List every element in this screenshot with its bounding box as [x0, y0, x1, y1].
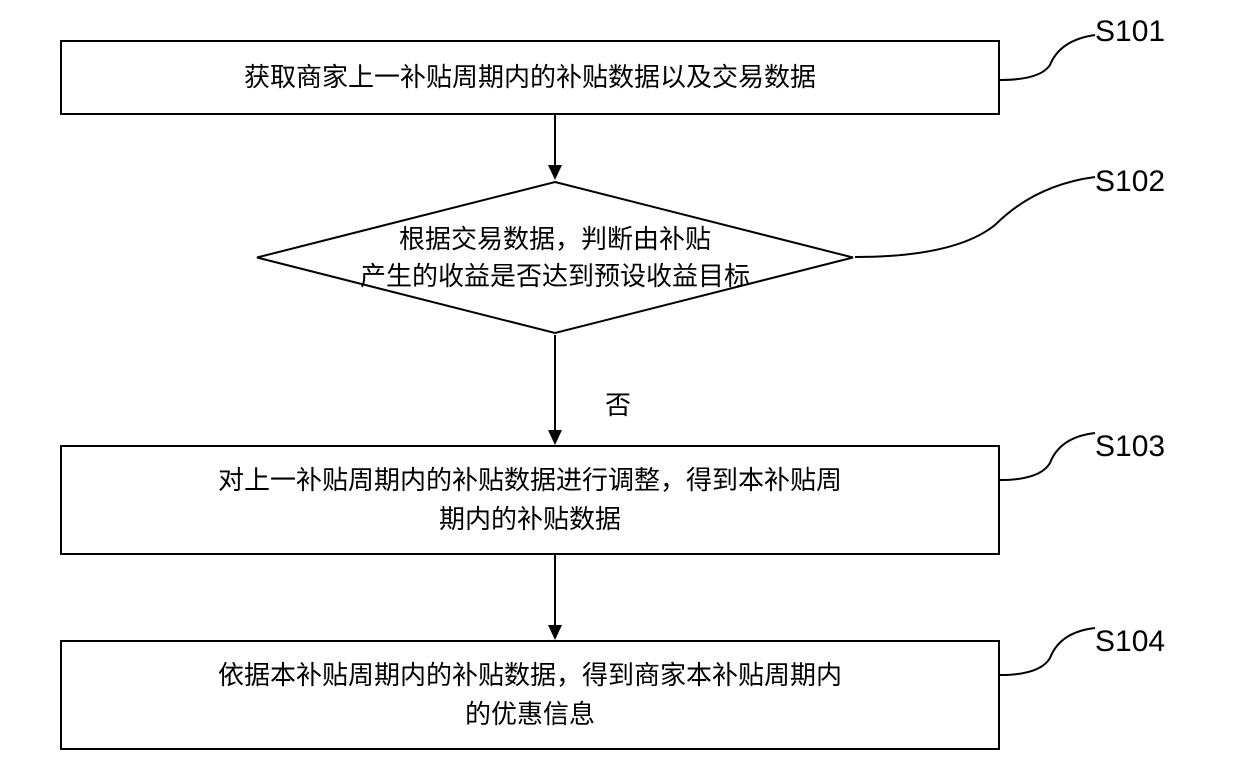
step-s102-text-line1: 根据交易数据，判断由补贴 — [399, 221, 711, 257]
label-s104: S104 — [1095, 625, 1165, 659]
step-s102-text-line2: 产生的收益是否达到预设收益目标 — [360, 258, 750, 294]
step-s101-text: 获取商家上一补贴周期内的补贴数据以及交易数据 — [244, 58, 816, 97]
no-label: 否 — [605, 385, 631, 422]
label-s102: S102 — [1095, 165, 1165, 199]
step-s104-box: 依据本补贴周期内的补贴数据，得到商家本补贴周期内 的优惠信息 — [60, 640, 1000, 750]
arrow-2 — [540, 335, 570, 450]
label-s103: S103 — [1095, 430, 1165, 464]
arrow-1 — [540, 115, 570, 185]
brace-s104 — [1000, 620, 1100, 700]
brace-s101 — [1000, 30, 1100, 100]
step-s101-box: 获取商家上一补贴周期内的补贴数据以及交易数据 — [60, 40, 1000, 115]
label-s101: S101 — [1095, 15, 1165, 49]
step-s104-text-line1: 依据本补贴周期内的补贴数据，得到商家本补贴周期内 — [218, 656, 842, 695]
brace-s102 — [855, 165, 1100, 265]
step-s103-text-line1: 对上一补贴周期内的补贴数据进行调整，得到本补贴周 — [218, 461, 842, 500]
brace-s103 — [1000, 425, 1100, 505]
flowchart-container: 获取商家上一补贴周期内的补贴数据以及交易数据 S101 根据交易数据，判断由补贴… — [0, 0, 1240, 772]
arrow-3 — [540, 555, 570, 645]
step-s103-text-line2: 期内的补贴数据 — [439, 500, 621, 539]
step-s102-diamond: 根据交易数据，判断由补贴 产生的收益是否达到预设收益目标 — [255, 180, 855, 335]
step-s104-text-line2: 的优惠信息 — [465, 695, 595, 734]
step-s103-box: 对上一补贴周期内的补贴数据进行调整，得到本补贴周 期内的补贴数据 — [60, 445, 1000, 555]
